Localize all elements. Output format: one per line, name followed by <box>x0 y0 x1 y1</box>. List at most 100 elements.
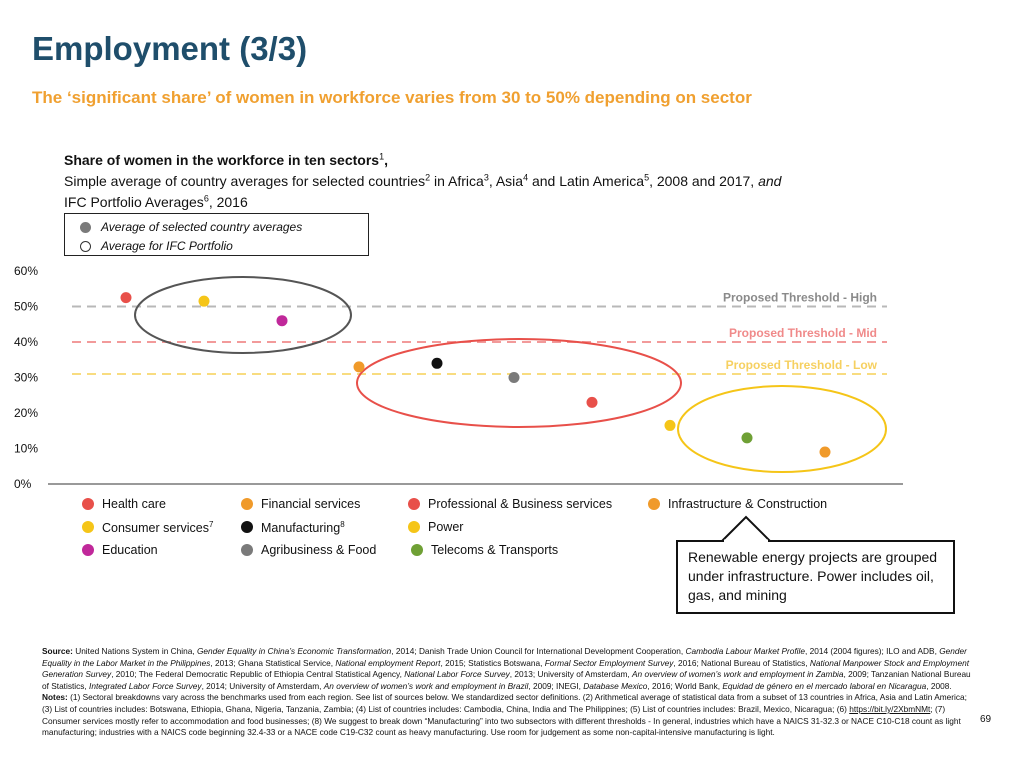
legend-dot-icon <box>82 498 94 510</box>
footnote-ref: 8 <box>340 520 345 529</box>
data-point <box>276 315 288 327</box>
chart-heading-text: , 2016 <box>208 194 248 210</box>
sector-legend-label: Consumer services <box>102 521 209 536</box>
footnote-ref: 6 <box>203 193 209 204</box>
source-text: , 2010; The Federal Democratic Republic … <box>111 669 405 680</box>
legend-dot-icon <box>408 521 420 533</box>
sector-legend-label: Manufacturing <box>261 521 341 536</box>
data-point <box>741 432 753 444</box>
legend-dot-icon <box>82 544 94 556</box>
notes-text: (1) Sectoral breakdowns vary across the … <box>42 692 967 714</box>
legend-dot-icon <box>241 544 253 556</box>
source-text: , 2013; Ghana Statistical Service, <box>210 657 336 668</box>
source-title: Cambodia Labour Market Profile <box>685 646 805 656</box>
sector-legend-label: Telecoms & Transports <box>431 543 559 557</box>
sector-legend-text: Consumer services7 <box>102 520 213 535</box>
filled-circle-icon <box>80 222 91 233</box>
chart-heading-italic: and <box>758 173 782 189</box>
chart-heading-text: Simple average of country averages for s… <box>64 173 426 189</box>
data-point <box>353 361 365 373</box>
footnote-ref: 3 <box>483 172 489 183</box>
source-notes: Source: United Nations System in China, … <box>42 646 972 739</box>
source-title: Database Mexico <box>583 680 648 691</box>
chart-heading-punct: , <box>384 152 388 168</box>
threshold-label: Proposed Threshold - Mid <box>729 326 877 340</box>
chart-heading-text: , 2008 and 2017, <box>649 173 759 189</box>
source-text: , 2013; University of Amsterdam, <box>509 669 632 680</box>
page-subtitle: The ‘significant share’ of women in work… <box>32 88 752 107</box>
y-tick-label: 30% <box>14 371 38 385</box>
legend-dot-icon <box>408 498 420 510</box>
notes-label: Notes: <box>42 692 68 703</box>
legend-dot-icon <box>241 521 253 533</box>
source-text: , 2009; Tanzanian National Bureau of Sta… <box>42 669 971 691</box>
marker-legend: Average of selected country averages Ave… <box>64 213 369 256</box>
y-tick-label: 10% <box>14 442 38 456</box>
high-group-ellipse <box>134 276 352 354</box>
source-title: National employment Report <box>335 657 441 668</box>
source-title: National Manpower Stock and Employment G… <box>42 657 969 680</box>
source-title: Equidad de género en el mercado laboral … <box>722 680 927 691</box>
sector-legend-label: Power <box>428 520 464 534</box>
notes-text: ; (7) Consumer services mostly refer to … <box>42 703 961 738</box>
footnote-ref: 2 <box>425 172 431 183</box>
source-link[interactable]: https://bit.ly/2XbmNMt <box>849 703 931 714</box>
legend-filled-label: Average of selected country averages <box>101 220 303 234</box>
source-text: , 2009; INEGI, <box>528 680 584 691</box>
chart-heading: Share of women in the workforce in ten s… <box>64 150 884 213</box>
hollow-circle-icon <box>80 241 91 252</box>
sector-legend-text: Manufacturing8 <box>261 520 345 535</box>
sector-legend-label: Agribusiness & Food <box>261 543 377 557</box>
source-text: United Nations System in China, <box>72 646 197 656</box>
y-tick-label: 0% <box>14 477 32 491</box>
sector-legend-label: Financial services <box>261 497 361 511</box>
source-title: National Labor Force Survey <box>404 669 510 680</box>
source-text: , 2015; Statistics Botswana, <box>440 657 545 668</box>
source-title: Integrated Labor Force Survey <box>89 680 202 691</box>
source-title: Gender Equality in China’s Economic Tran… <box>196 646 392 656</box>
mid-group-ellipse <box>356 338 682 428</box>
source-text: , 2016; National Bureau of Statistics, <box>673 657 810 668</box>
legend-dot-icon <box>241 498 253 510</box>
sector-legend-label: Education <box>102 543 158 557</box>
source-text: , 2014 (2004 figures); ILO and ADB, <box>804 646 940 656</box>
legend-dot-icon <box>648 498 660 510</box>
threshold-label: Proposed Threshold - Low <box>726 358 878 372</box>
legend-hollow-label: Average for IFC Portfolio <box>101 239 233 253</box>
y-tick-label: 60% <box>14 264 38 278</box>
footnote-ref: 1 <box>379 151 385 162</box>
callout-box: Renewable energy projects are grouped un… <box>676 540 955 614</box>
page-number: 69 <box>980 714 992 725</box>
y-tick-label: 50% <box>14 300 38 314</box>
source-text: , 2008. <box>926 680 952 691</box>
legend-dot-icon <box>82 521 94 533</box>
data-point <box>198 295 210 307</box>
page-title: Employment (3/3) <box>32 30 308 67</box>
data-point <box>819 446 831 458</box>
footnote-ref: 5 <box>644 172 650 183</box>
footnote-ref: 7 <box>208 520 214 529</box>
y-tick-label: 40% <box>14 335 38 349</box>
chart-heading-text: IFC Portfolio Averages <box>64 194 204 210</box>
source-text: , 2014; Danish Trade Union Council for I… <box>391 646 686 656</box>
data-point <box>120 292 132 304</box>
source-title: Formal Sector Employment Survey <box>544 657 674 668</box>
footnote-ref: 4 <box>523 172 529 183</box>
data-point <box>431 357 443 369</box>
data-point <box>664 419 676 431</box>
sector-legend-label: Health care <box>102 497 166 511</box>
chart-heading-text: , Asia <box>488 173 524 189</box>
source-title: Gender Equality in the Labor Market in t… <box>42 646 967 668</box>
source-text: , 2014; University of Amsterdam, <box>201 680 324 691</box>
y-tick-label: 20% <box>14 406 38 420</box>
source-label: Source: <box>42 646 73 656</box>
chart-heading-text: in Africa <box>430 173 484 189</box>
chart-heading-line1: Share of women in the workforce in ten s… <box>64 152 380 168</box>
legend-dot-icon <box>411 544 423 556</box>
sector-legend-label: Infrastructure & Construction <box>668 497 828 511</box>
low-group-ellipse <box>677 385 887 473</box>
data-point <box>508 372 520 383</box>
source-title: An overview of women’s work and employme… <box>632 669 844 680</box>
source-text: , 2016; World Bank, <box>647 680 723 691</box>
